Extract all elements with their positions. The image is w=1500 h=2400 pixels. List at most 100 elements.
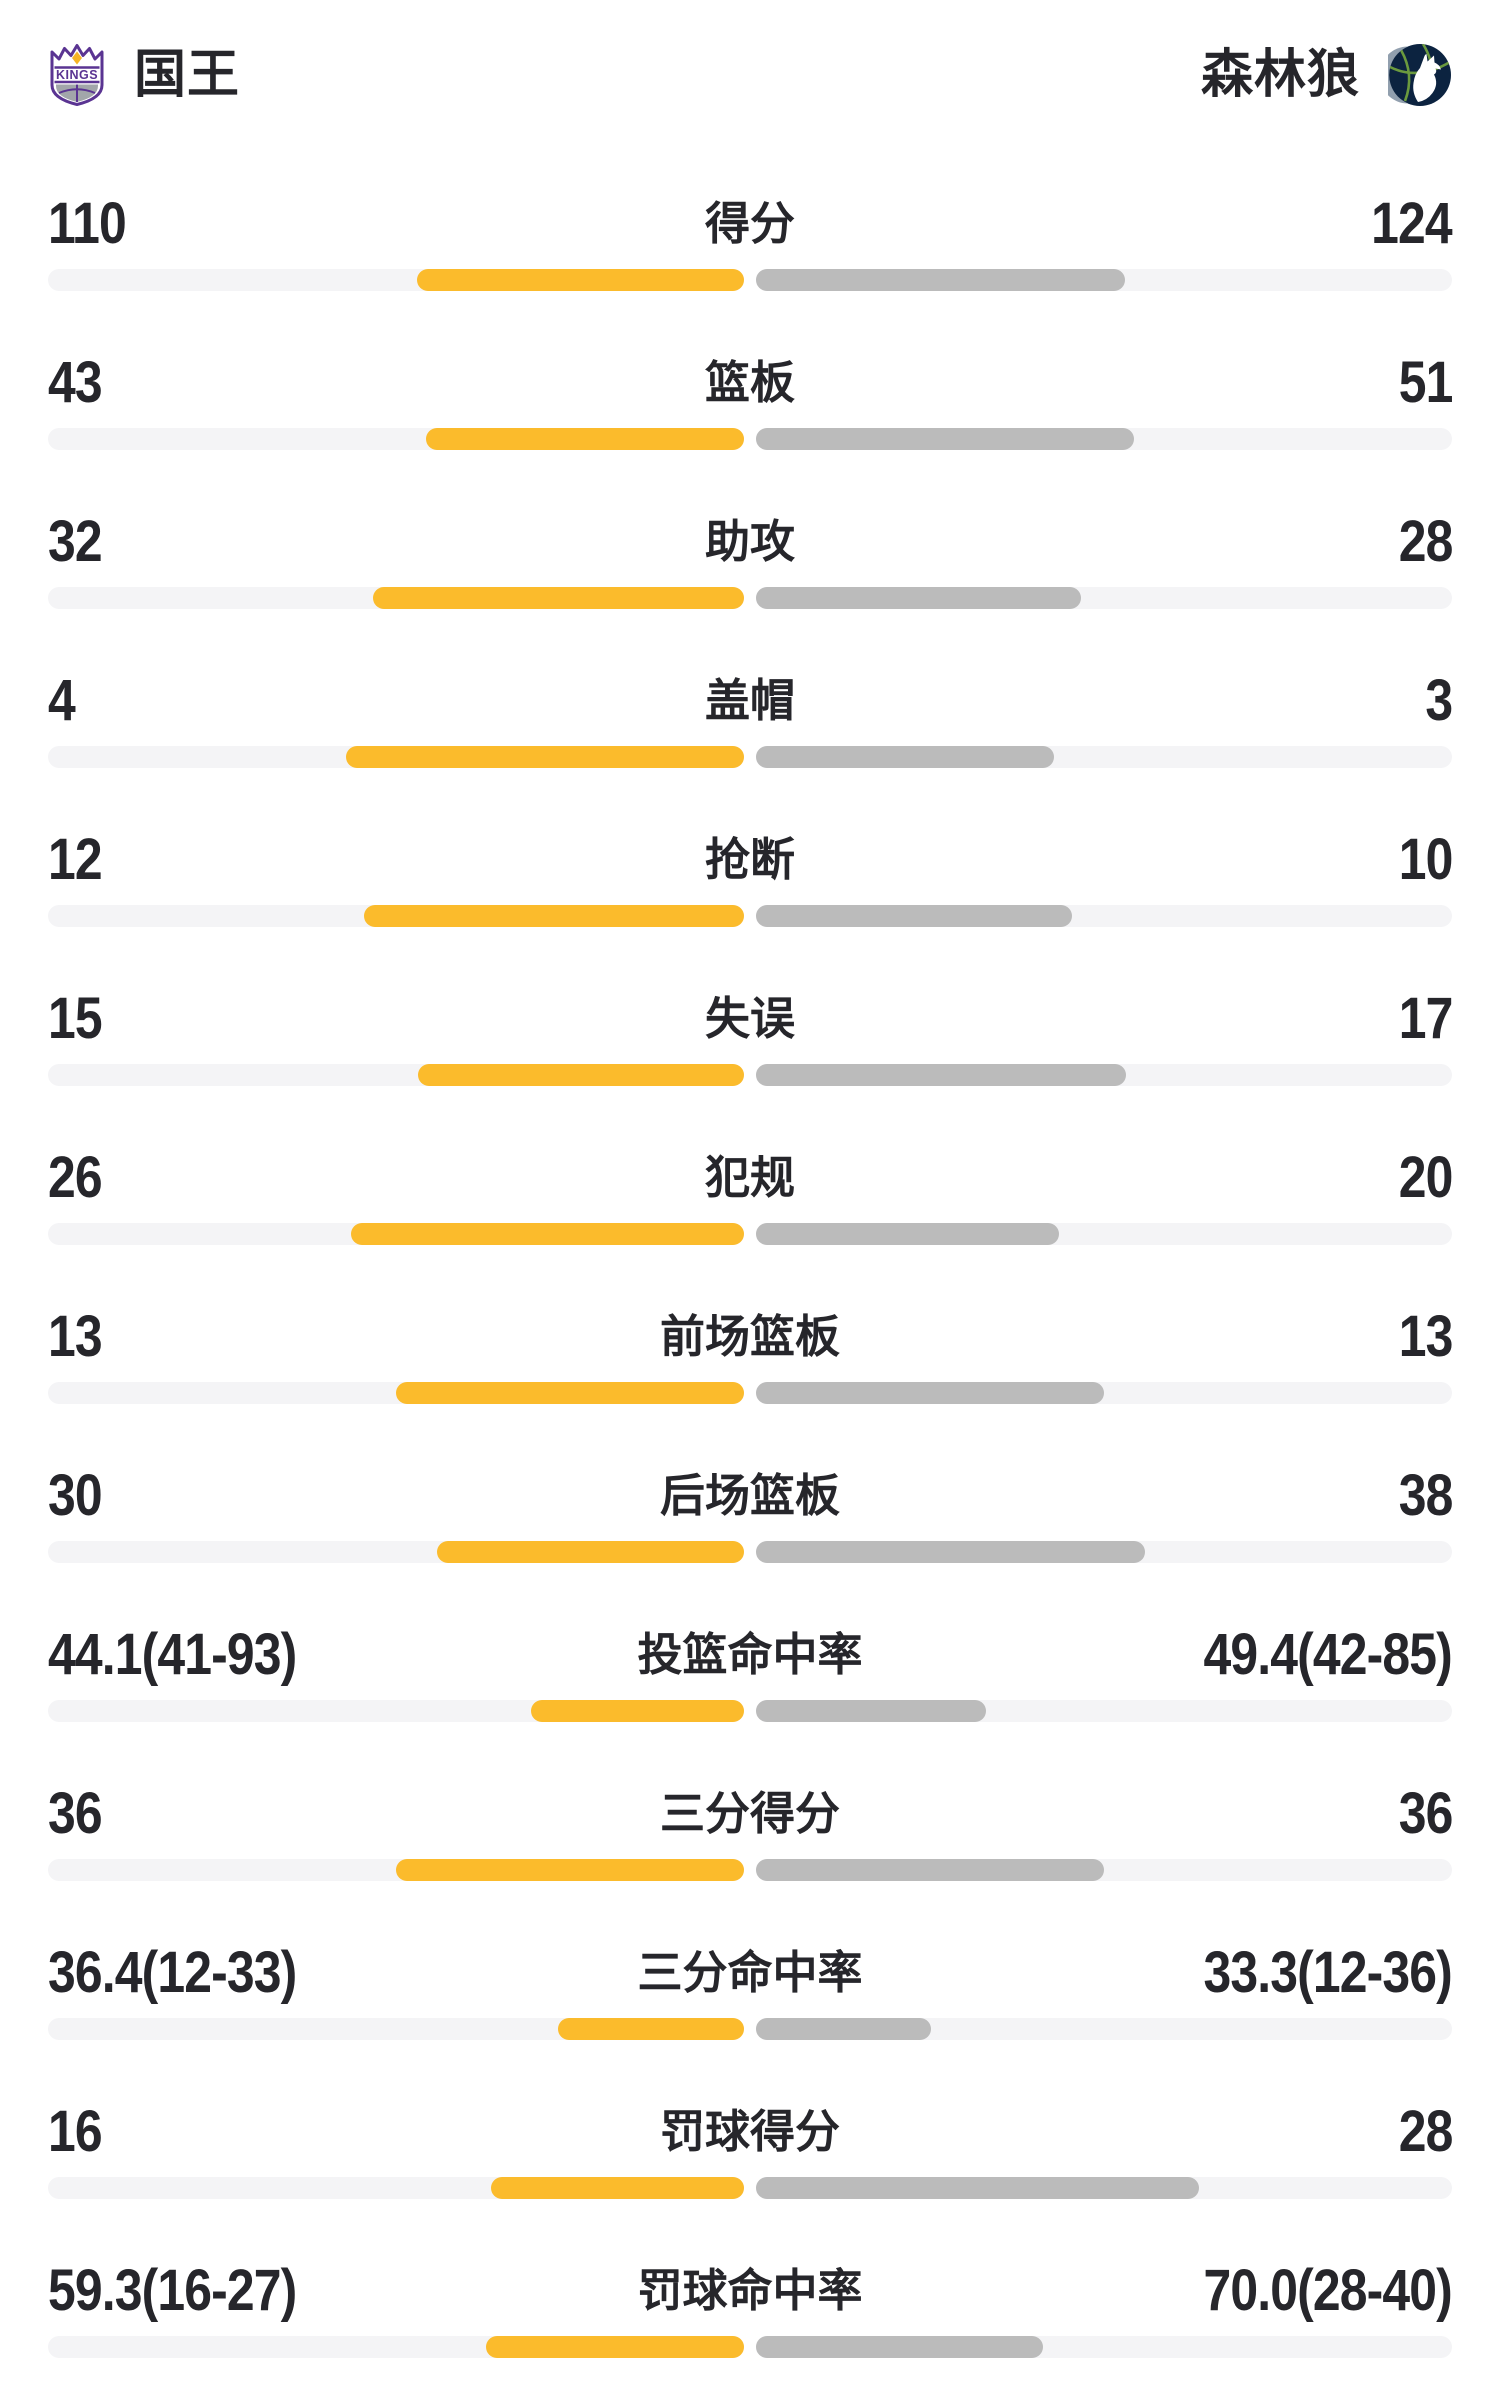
stat-bar-track-home — [48, 2336, 744, 2358]
stat-value-home: 30 — [48, 1463, 103, 1528]
stat-value-home: 12 — [48, 827, 103, 892]
stat-value-away: 49.4(42-85) — [1203, 1622, 1453, 1687]
stat-bar-home — [531, 1700, 744, 1722]
stat-value-away: 33.3(12-36) — [1203, 1940, 1453, 2005]
stat-bar-track-home — [48, 1064, 744, 1086]
stat-value-home: 110 — [48, 191, 127, 256]
stat-row: 32 助攻 28 — [48, 509, 1453, 609]
stat-value-home: 43 — [48, 350, 103, 415]
stat-value-away: 17 — [1398, 986, 1453, 1051]
stat-row: 43 篮板 51 — [48, 350, 1453, 450]
stat-value-home: 44.1(41-93) — [48, 1622, 297, 1687]
stat-value-away: 36 — [1398, 1781, 1453, 1846]
stat-label: 罚球命中率 — [637, 2265, 863, 2316]
stat-bar-away — [756, 905, 1073, 927]
stat-line: 4 盖帽 3 — [48, 668, 1453, 733]
stat-bar-home — [417, 1064, 744, 1086]
stat-bars — [48, 1223, 1452, 1245]
stat-line: 36 三分得分 36 — [48, 1781, 1453, 1846]
stat-value-away: 124 — [1371, 191, 1453, 256]
stat-label: 抢断 — [705, 834, 796, 885]
stat-bar-track-away — [756, 1223, 1452, 1245]
stat-bars — [48, 587, 1452, 609]
stat-value-home: 26 — [48, 1145, 103, 1210]
stat-line: 110 得分 124 — [48, 191, 1453, 256]
stat-bar-home — [486, 2336, 744, 2358]
stat-row: 36 三分得分 36 — [48, 1781, 1453, 1881]
stat-bar-track-away — [756, 587, 1452, 609]
stat-value-home: 15 — [48, 986, 103, 1051]
stat-bar-home — [436, 1541, 744, 1563]
stat-value-away: 10 — [1398, 827, 1453, 892]
stat-row: 30 后场篮板 38 — [48, 1463, 1453, 1563]
stat-value-home: 16 — [48, 2099, 103, 2164]
stat-bar-track-away — [756, 1541, 1452, 1563]
stat-bar-away — [756, 428, 1134, 450]
stat-value-home: 36 — [48, 1781, 103, 1846]
stat-bar-track-away — [756, 2018, 1452, 2040]
stat-line: 13 前场篮板 13 — [48, 1308, 1453, 1366]
team-away: 森林狼 — [1201, 43, 1452, 107]
stat-bar-home — [558, 2018, 744, 2040]
stat-row: 4 盖帽 3 — [48, 668, 1453, 768]
stat-label: 前场篮板 — [660, 1311, 841, 1362]
stat-bar-track-home — [48, 428, 744, 450]
stat-row: 110 得分 124 — [48, 191, 1453, 291]
stat-value-away: 70.0(28-40) — [1203, 2258, 1453, 2323]
stat-line: 59.3(16-27) 罚球命中率 70.0(28-40) — [48, 2258, 1453, 2323]
stat-value-away: 20 — [1398, 1145, 1453, 1210]
stat-bar-track-away — [756, 1859, 1452, 1881]
stat-value-home: 36.4(12-33) — [48, 1940, 297, 2005]
stat-label: 失误 — [705, 993, 796, 1044]
stat-value-home: 32 — [48, 509, 103, 574]
stat-label: 助攻 — [705, 516, 796, 567]
header: KINGS 国王 森林狼 — [48, 42, 1452, 108]
stat-bar-track-home — [48, 1223, 744, 1245]
stat-line: 26 犯规 20 — [48, 1145, 1453, 1210]
stat-bar-track-away — [756, 1382, 1452, 1404]
stat-bars — [48, 2336, 1452, 2358]
stat-bar-track-away — [756, 1700, 1452, 1722]
stat-label: 犯规 — [705, 1152, 796, 1203]
stat-bar-away — [756, 2177, 1199, 2199]
stat-value-away: 28 — [1398, 509, 1453, 574]
kings-logo-icon: KINGS — [48, 43, 106, 107]
stat-value-home: 4 — [48, 668, 76, 733]
stat-line: 43 篮板 51 — [48, 350, 1453, 415]
stat-bar-away — [756, 2018, 931, 2040]
stat-value-away: 28 — [1398, 2099, 1453, 2164]
stat-line: 15 失误 17 — [48, 986, 1453, 1051]
stat-label: 三分得分 — [660, 1788, 841, 1839]
stats-list: 110 得分 124 43 篮板 51 — [48, 191, 1453, 2358]
stat-bar-away — [756, 746, 1055, 768]
stat-bars — [48, 1700, 1452, 1722]
stat-bar-track-home — [48, 2177, 744, 2199]
stat-bar-away — [756, 1064, 1126, 1086]
stat-bar-home — [364, 905, 744, 927]
stat-line: 36.4(12-33) 三分命中率 33.3(12-36) — [48, 1940, 1453, 2005]
stat-bar-track-home — [48, 1700, 744, 1722]
stat-bar-track-home — [48, 905, 744, 927]
stat-bars — [48, 1064, 1452, 1086]
stat-bar-track-home — [48, 1859, 744, 1881]
stat-bar-away — [756, 1541, 1145, 1563]
stat-bars — [48, 1859, 1452, 1881]
stat-line: 16 罚球得分 28 — [48, 2099, 1453, 2164]
stat-bar-away — [756, 1859, 1104, 1881]
stat-label: 罚球得分 — [660, 2106, 841, 2157]
stat-bar-track-home — [48, 269, 744, 291]
stat-line: 32 助攻 28 — [48, 509, 1453, 574]
stat-value-away: 51 — [1398, 350, 1453, 415]
stat-bars — [48, 1382, 1452, 1404]
stat-bar-track-away — [756, 746, 1452, 768]
stat-bar-home — [425, 428, 744, 450]
stat-bar-away — [756, 1700, 986, 1722]
stat-line: 44.1(41-93) 投篮命中率 49.4(42-85) — [48, 1622, 1453, 1687]
stat-label: 投篮命中率 — [637, 1629, 863, 1680]
stat-bar-track-away — [756, 905, 1452, 927]
stat-bar-track-away — [756, 428, 1452, 450]
stat-row: 15 失误 17 — [48, 986, 1453, 1086]
stat-line: 12 抢断 10 — [48, 827, 1453, 892]
stat-bar-home — [396, 1859, 744, 1881]
